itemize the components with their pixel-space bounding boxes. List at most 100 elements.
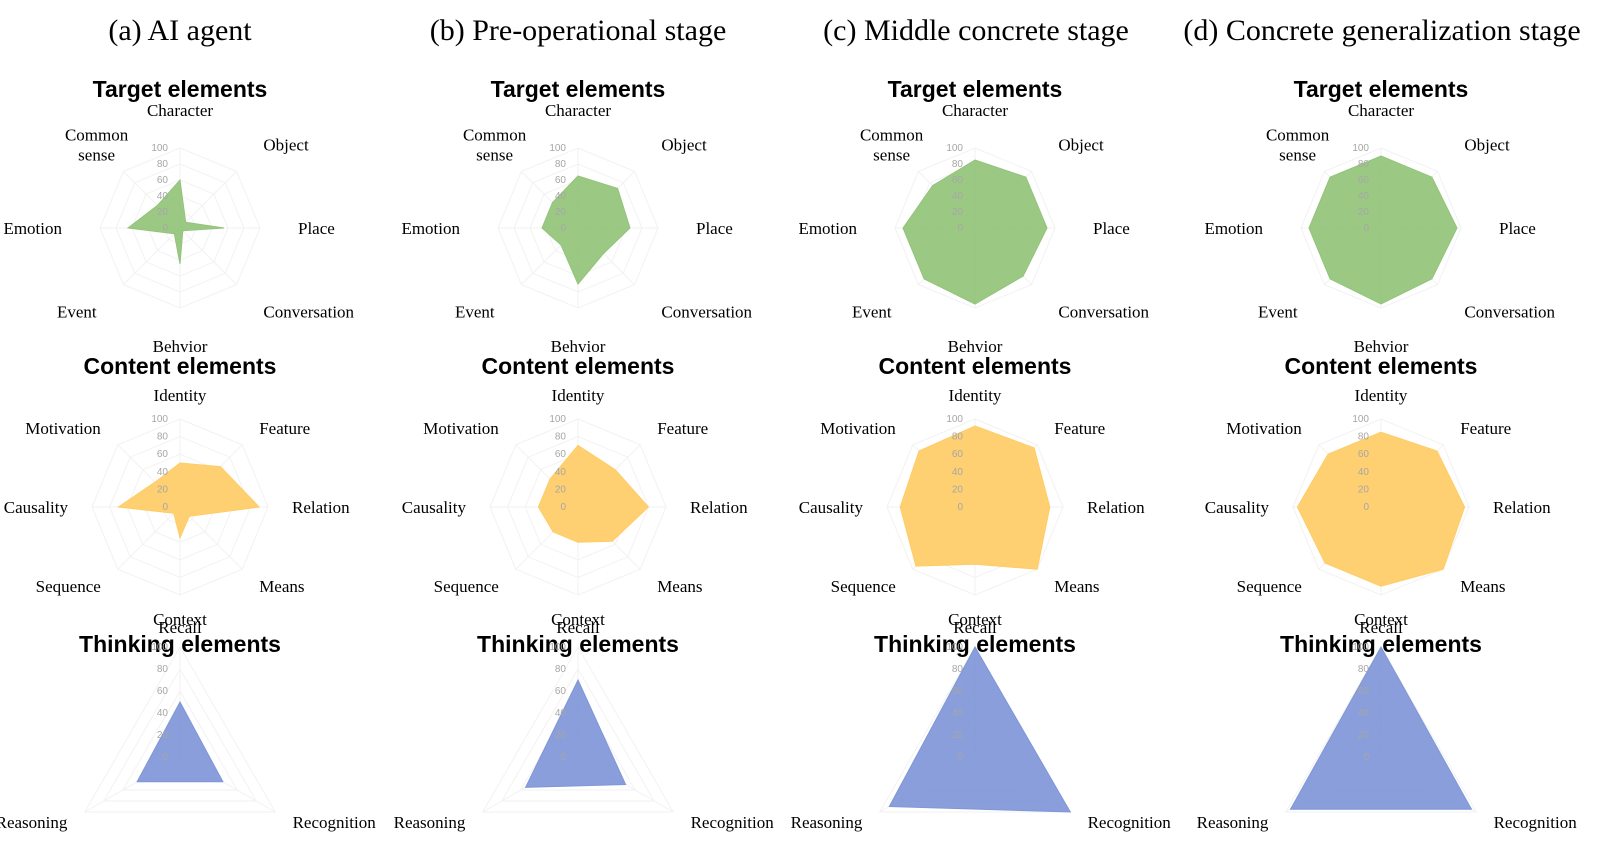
axis-label: Conversation [1464, 302, 1555, 321]
grid-ring [1284, 646, 1478, 813]
tick-label: 80 [555, 432, 567, 443]
axis-label: Means [657, 577, 702, 596]
axis-label: Behvior [1354, 337, 1409, 356]
axis-label: Sequence [831, 577, 896, 596]
data-series-area [116, 462, 261, 540]
tick-label: 60 [1358, 449, 1370, 460]
tick-label: 0 [162, 752, 168, 763]
axis-label: Context [153, 610, 207, 629]
tick-label: 0 [957, 223, 963, 234]
axis-label: Object [661, 136, 707, 155]
tick-label: 40 [555, 191, 567, 202]
tick-label: 20 [952, 730, 964, 741]
axis-label-line: sense [78, 146, 115, 165]
tick-label: 20 [157, 207, 169, 218]
chart-title: Content elements [84, 353, 277, 379]
grid-spoke [179, 227, 237, 285]
axis-label: Recall [158, 618, 202, 637]
axis-label: Emotion [401, 219, 460, 238]
radar-chart-1-2: Content elements 100 80 60 40 20 0 Identity Feat… [799, 353, 1145, 629]
grid-ring [500, 667, 656, 802]
grid-spoke [179, 506, 243, 570]
radar-chart-1-3: Content elements 100 80 60 40 20 0 Identity Feat… [1205, 353, 1551, 629]
axis-label: Event [1258, 302, 1298, 321]
tick-label: 40 [952, 708, 964, 719]
axis-label: Means [259, 577, 304, 596]
data-series-area [136, 700, 224, 783]
axis-label: Object [263, 136, 309, 155]
data-series-area [1308, 155, 1458, 305]
grid-spoke [117, 506, 181, 570]
tick-label: 0 [957, 502, 963, 513]
axis-label: Recognition [293, 813, 377, 832]
axis-label: Motivation [820, 419, 896, 438]
radar-chart-2-3: Thinking elements100806040200RecallRecog… [1197, 618, 1578, 832]
tick-label: 60 [952, 449, 964, 460]
axis-label: Causality [4, 498, 69, 517]
axis-label: Event [455, 302, 495, 321]
axis-label: Relation [1087, 498, 1145, 517]
axis-label: Feature [1460, 419, 1511, 438]
grid-ring [83, 646, 277, 813]
data-series-area [902, 159, 1048, 305]
tick-label: 60 [555, 449, 567, 460]
tick-label: 60 [952, 686, 964, 697]
axis-label: Feature [1054, 419, 1105, 438]
axis-label: Object [1058, 136, 1104, 155]
axis-label-line: sense [1279, 146, 1316, 165]
axis-label: Recognition [1494, 813, 1578, 832]
column-title-a: (a) AI agent [108, 14, 252, 47]
axis-label: Recall [953, 618, 997, 637]
tick-label: 80 [157, 159, 169, 170]
axis-label: Sequence [36, 577, 101, 596]
axis-label: Recognition [1088, 813, 1172, 832]
axis-label: Emotion [798, 219, 857, 238]
axis-label: Context [551, 610, 605, 629]
axis-label: Event [57, 302, 97, 321]
chart-title: Target elements [1294, 76, 1469, 102]
tick-label: 40 [952, 191, 964, 202]
tick-label: 40 [1358, 191, 1370, 202]
tick-label: 60 [952, 175, 964, 186]
grid-ring [102, 667, 258, 802]
tick-label: 80 [157, 664, 169, 675]
tick-label: 60 [157, 686, 169, 697]
axis-label: Conversation [1058, 302, 1149, 321]
grid-spoke [179, 171, 237, 229]
axis-label-line: Common [860, 126, 924, 145]
axis-label: Context [948, 610, 1002, 629]
radar-chart-0-1: Target elements 100 80 60 40 20 0 Character Obje… [401, 76, 752, 356]
grid-ring [121, 690, 239, 791]
radar-charts-grid: Target elements 100 80 60 40 20 0 Character Obje… [0, 76, 1577, 832]
tick-label: 80 [952, 159, 964, 170]
data-series-area [1289, 645, 1473, 810]
tick-label: 100 [549, 143, 566, 154]
axis-label: Relation [1493, 498, 1551, 517]
tick-label: 20 [1358, 207, 1370, 218]
tick-label: 20 [1358, 484, 1370, 495]
tick-label: 20 [555, 730, 567, 741]
column-title-d: (d) Concrete generalization stage [1183, 14, 1580, 47]
axis-label: Feature [259, 419, 310, 438]
tick-label: 80 [952, 432, 964, 443]
axis-label: Common sense [65, 126, 129, 165]
tick-label: 100 [946, 642, 963, 653]
axis-label: Identity [949, 386, 1002, 405]
axis-label: Common sense [463, 126, 527, 165]
axis-label: Identity [552, 386, 605, 405]
radar-chart-2-2: Thinking elements100806040200RecallRecog… [791, 618, 1172, 832]
axis-label: Conversation [661, 302, 752, 321]
tick-label: 60 [157, 175, 169, 186]
column-titles: (a) AI agent (b) Pre-operational stage (… [108, 14, 1580, 47]
axis-label: Event [852, 302, 892, 321]
radar-chart-1-1: Content elements 100 80 60 40 20 0 Identity Feat… [402, 353, 748, 629]
axis-label: Sequence [434, 577, 499, 596]
tick-label: 100 [946, 143, 963, 154]
axis-label: Reasoning [791, 813, 863, 832]
axis-label: Character [942, 101, 1008, 120]
data-series-area [899, 425, 1051, 570]
data-series-area [537, 444, 650, 543]
axis-label: Feature [657, 419, 708, 438]
axis-label: Means [1054, 577, 1099, 596]
tick-label: 0 [162, 223, 168, 234]
